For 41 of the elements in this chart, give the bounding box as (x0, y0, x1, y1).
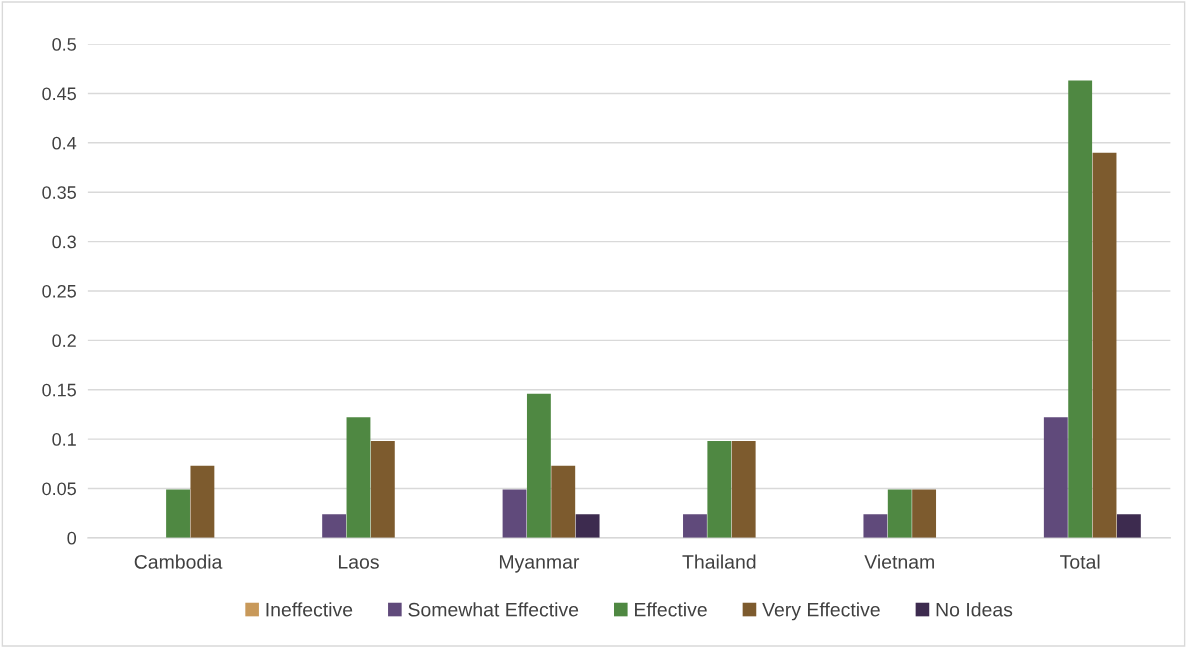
x-tick-label: Cambodia (134, 554, 223, 569)
bar (575, 514, 600, 538)
legend-label: Ineffective (266, 602, 353, 617)
y-tick-label: 0 (67, 531, 77, 545)
legend-label: No Ideas (936, 602, 1013, 617)
bar (166, 489, 190, 538)
legend-label: Effective (635, 602, 707, 617)
bar (1068, 80, 1093, 538)
bar (346, 417, 371, 538)
bar (1092, 152, 1117, 538)
bar (322, 514, 347, 538)
bar (707, 441, 732, 538)
bar (912, 489, 937, 538)
y-tick-label: 0.2 (52, 334, 76, 348)
y-tick-label: 0.25 (42, 284, 76, 298)
bar (731, 441, 756, 538)
bar (526, 393, 551, 538)
legend-label: Somewhat Effective (408, 602, 579, 617)
y-tick-label: 0.45 (42, 87, 76, 101)
bar (502, 489, 527, 538)
y-tick-label: 0.35 (42, 186, 76, 199)
bar (190, 465, 215, 538)
y-tick-label: 0.15 (42, 383, 76, 397)
y-tick-label: 0.4 (52, 136, 77, 150)
bar (683, 514, 707, 538)
legend-label: Very Effective (762, 602, 880, 621)
y-tick-label: 0.5 (52, 38, 76, 51)
bar (863, 514, 888, 538)
x-tick-label: Thailand (682, 554, 756, 569)
bar (370, 441, 395, 538)
x-tick-label: Total (1060, 554, 1100, 569)
y-tick-label: 0.1 (52, 433, 76, 446)
x-tick-label: Laos (338, 555, 379, 569)
y-tick-label: 0.05 (42, 482, 76, 496)
bar (1116, 514, 1141, 538)
bar (887, 489, 912, 538)
bar (1043, 417, 1068, 538)
x-tick-label: Vietnam (864, 554, 934, 569)
y-tick-label: 0.3 (52, 235, 76, 249)
bar (551, 465, 576, 538)
x-tick-label: Myanmar (499, 555, 580, 573)
